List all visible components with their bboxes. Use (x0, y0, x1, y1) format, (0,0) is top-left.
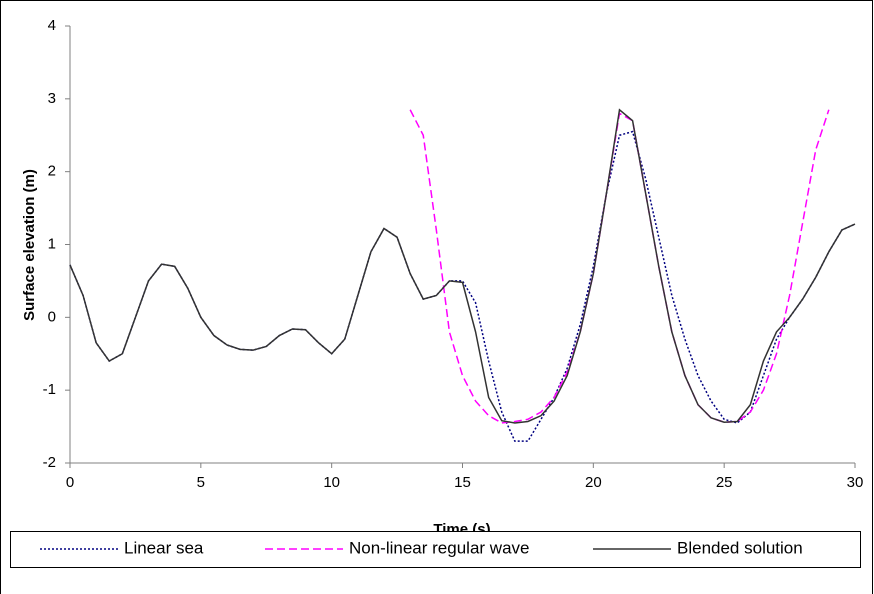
y-tick-label: -1 (43, 381, 56, 398)
y-tick-label: 2 (48, 163, 56, 180)
x-tick-label: 10 (323, 474, 340, 491)
y-axis-label: Surface elevation (m) (21, 169, 38, 321)
x-tick-label: 20 (585, 474, 602, 491)
x-tick-label: 30 (847, 474, 864, 491)
line-series (69, 130, 856, 442)
x-tick-label: 5 (197, 474, 205, 491)
legend-label: Linear sea (124, 538, 204, 557)
y-tick-label: -2 (43, 454, 56, 471)
line-series (409, 109, 830, 424)
legend-box (10, 531, 861, 568)
y-tick-label: 4 (48, 17, 56, 34)
x-tick-label: 0 (66, 474, 74, 491)
line-series (69, 108, 856, 424)
y-tick-label: 1 (48, 235, 56, 252)
x-tick-label: 25 (716, 474, 733, 491)
y-tick-label: 0 (48, 308, 56, 325)
y-tick-label: 3 (48, 90, 56, 107)
x-tick-label: 15 (454, 474, 471, 491)
legend-label: Non-linear regular wave (349, 538, 529, 557)
legend-label: Blended solution (677, 538, 803, 557)
